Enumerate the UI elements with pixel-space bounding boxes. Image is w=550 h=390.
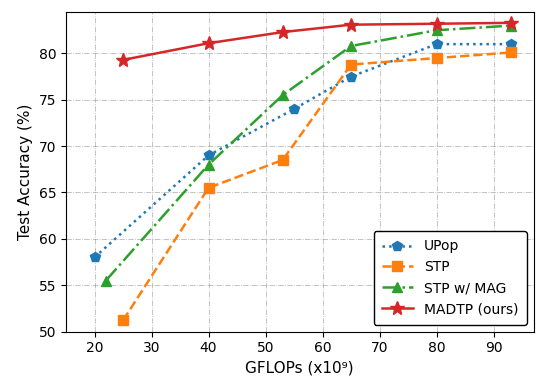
STP w/ MAG bbox=[348, 44, 354, 48]
UPop bbox=[348, 74, 354, 79]
STP w/ MAG bbox=[433, 28, 440, 33]
MADTP (ours) bbox=[433, 21, 440, 26]
STP w/ MAG bbox=[279, 93, 286, 98]
Y-axis label: Test Accuracy (%): Test Accuracy (%) bbox=[18, 103, 33, 240]
UPop bbox=[91, 255, 98, 260]
STP bbox=[205, 186, 212, 190]
Legend: UPop, STP, STP w/ MAG, MADTP (ours): UPop, STP, STP w/ MAG, MADTP (ours) bbox=[373, 231, 526, 324]
STP w/ MAG bbox=[103, 278, 109, 283]
Line: UPop: UPop bbox=[90, 39, 515, 262]
STP bbox=[508, 50, 514, 55]
MADTP (ours) bbox=[279, 30, 286, 34]
X-axis label: GFLOPs (x10⁹): GFLOPs (x10⁹) bbox=[245, 361, 354, 376]
MADTP (ours) bbox=[120, 58, 127, 62]
Line: STP w/ MAG: STP w/ MAG bbox=[101, 21, 515, 285]
STP bbox=[120, 318, 127, 323]
Line: STP: STP bbox=[118, 48, 515, 325]
STP bbox=[279, 158, 286, 162]
STP w/ MAG bbox=[205, 162, 212, 167]
STP bbox=[348, 62, 354, 67]
UPop bbox=[433, 42, 440, 46]
MADTP (ours) bbox=[348, 22, 354, 27]
UPop bbox=[508, 42, 514, 46]
UPop bbox=[291, 107, 298, 112]
Line: MADTP (ours): MADTP (ours) bbox=[116, 16, 518, 67]
STP w/ MAG bbox=[508, 23, 514, 28]
STP bbox=[433, 56, 440, 60]
MADTP (ours) bbox=[205, 41, 212, 46]
MADTP (ours) bbox=[508, 21, 514, 25]
UPop bbox=[205, 153, 212, 158]
